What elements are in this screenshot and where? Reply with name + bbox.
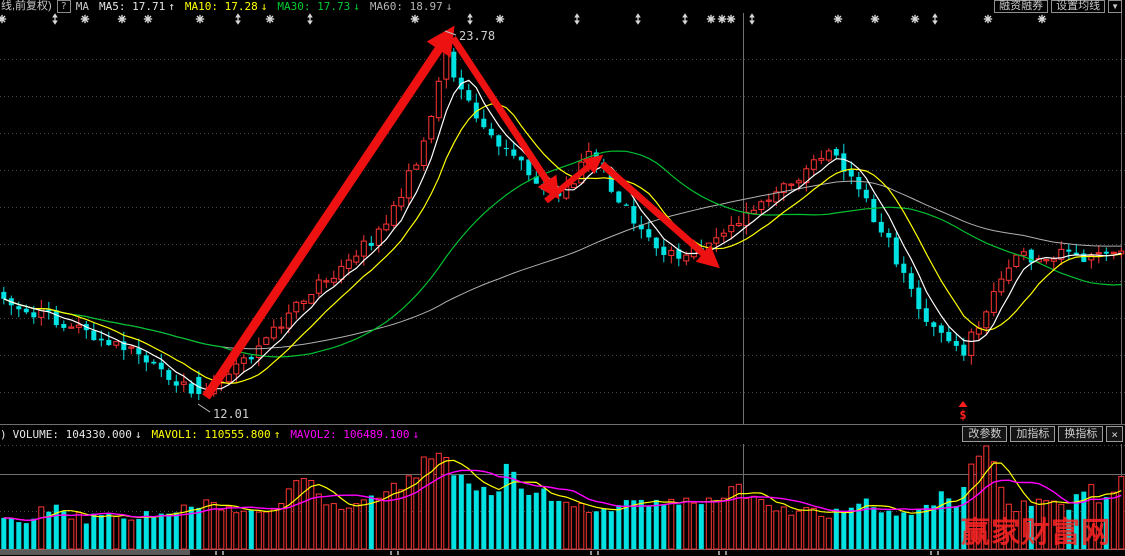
top-right-toolbar: 融资融券 设置均线 ▼	[994, 0, 1122, 13]
gridlines	[0, 13, 1125, 550]
ma5-value: MA5: 17.71	[99, 0, 166, 13]
peak-price-label: 23.78	[459, 29, 495, 43]
mavol2-value: MAVOL2: 106489.100	[290, 428, 410, 441]
change-params-button[interactable]: 改参数	[962, 426, 1008, 442]
add-indicator-button[interactable]: 加指标	[1010, 426, 1056, 442]
main-chart-header: 线,前复权) ? MA MA5: 17.71 ↑ MA10: 17.28 ↓ M…	[0, 0, 1125, 13]
ma-settings-dropdown-arrow-icon[interactable]: ▼	[1108, 0, 1122, 13]
ma30-value: MA30: 17.73	[277, 0, 351, 13]
mavol-lines	[3, 459, 1122, 522]
ma10-value: MA10: 17.28	[184, 0, 258, 13]
ma5-trend-arrow-icon: ↑	[168, 0, 175, 13]
margin-trading-button[interactable]: 融资融券	[994, 0, 1049, 13]
event-markers	[0, 13, 1047, 25]
ma60-trend-arrow-icon: ↓	[445, 0, 453, 13]
close-pane-button[interactable]: ×	[1106, 426, 1123, 442]
ma30-trend-arrow-icon: ↓	[353, 0, 360, 13]
chart-title-partial: 线,前复权)	[1, 0, 52, 12]
bottom-scrollbar[interactable]	[0, 550, 939, 555]
volume-bars	[1, 445, 1125, 550]
help-button[interactable]: ?	[56, 0, 71, 13]
mavol2-trend-arrow-icon: ↓	[412, 428, 420, 441]
indicator-toolbar: 改参数 加指标 换指标 ×	[962, 426, 1123, 442]
trend-annotation-arrows	[202, 25, 720, 400]
dividend-dollar-icon: $	[959, 408, 966, 422]
ma-prefix-label: MA	[75, 0, 90, 13]
price-annotations: 23.78 12.01 $	[197, 29, 968, 422]
ma-settings-button[interactable]: 设置均线	[1051, 0, 1106, 13]
trough-price-label: 12.01	[213, 407, 249, 421]
candlesticks	[1, 33, 1125, 400]
mavol1-value: MAVOL1: 110555.800	[151, 428, 271, 441]
volume-trend-arrow-icon: ↓	[134, 428, 142, 441]
volume-pane-header: ) VOLUME: 104330.000 ↓ MAVOL1: 110555.80…	[0, 424, 1125, 444]
dividend-triangle-icon	[958, 401, 968, 407]
volume-value: VOLUME: 104330.000	[12, 428, 132, 441]
mavol1-trend-arrow-icon: ↑	[273, 428, 281, 441]
ma10-trend-arrow-icon: ↓	[260, 0, 268, 13]
ma60-value: MA60: 18.97	[369, 0, 443, 13]
ma-lines	[3, 79, 1122, 391]
switch-indicator-button[interactable]: 换指标	[1058, 426, 1104, 442]
volume-header-paren: )	[0, 428, 7, 441]
